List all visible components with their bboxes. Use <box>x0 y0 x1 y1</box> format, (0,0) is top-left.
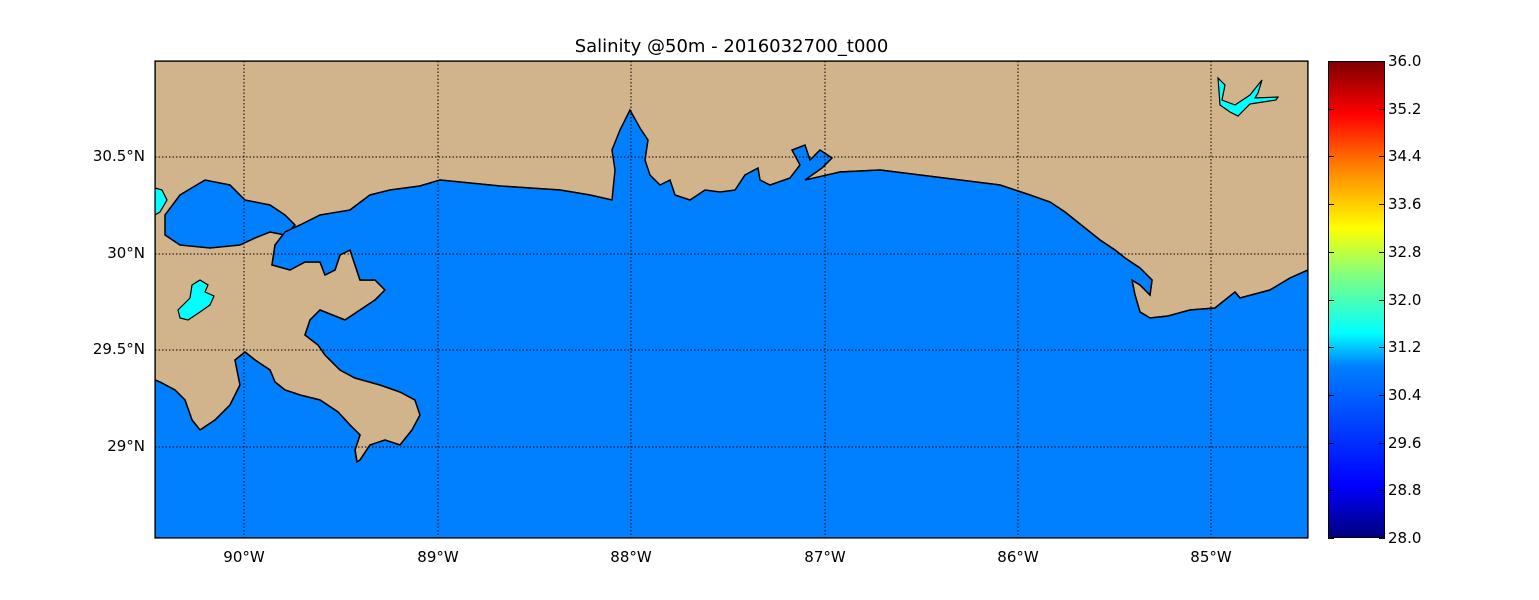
lake-cyan-west <box>155 187 168 216</box>
lon-label-90: 90°W <box>223 548 265 566</box>
colorbar-tick-mark <box>1379 442 1385 444</box>
lat-label-30.5: 30.5°N <box>92 147 145 165</box>
colorbar-tick-mark <box>1379 204 1385 206</box>
colorbar-tick-label: 30.4 <box>1388 385 1422 404</box>
colorbar-tick-label: 32.8 <box>1388 242 1422 261</box>
lat-label-29: 29°N <box>107 437 145 455</box>
colorbar-tick-mark <box>1379 490 1385 492</box>
lake-cyan-inland <box>177 279 215 321</box>
colorbar-tick-label: 29.6 <box>1388 433 1422 452</box>
colorbar-tick-mark <box>1328 108 1334 110</box>
lon-label-87: 87°W <box>804 548 846 566</box>
colorbar <box>1328 61 1385 538</box>
colorbar-tick-mark <box>1328 394 1334 396</box>
colorbar-tick-label: 28.8 <box>1388 481 1422 500</box>
colorbar-tick-mark <box>1379 156 1385 158</box>
colorbar-tick-mark <box>1328 490 1334 492</box>
lat-label-30: 30°N <box>107 244 145 262</box>
lon-label-88: 88°W <box>610 548 652 566</box>
lon-label-86: 86°W <box>997 548 1039 566</box>
colorbar-tick-mark <box>1328 61 1334 62</box>
lat-label-29.5: 29.5°N <box>92 340 145 358</box>
map-title: Salinity @50m - 2016032700_t000 <box>574 36 889 57</box>
lon-label-85: 85°W <box>1190 548 1232 566</box>
colorbar-tick-label: 36.0 <box>1388 52 1422 70</box>
colorbar-tick-mark <box>1379 61 1385 62</box>
gridlines <box>155 61 1308 538</box>
colorbar-tick-mark <box>1379 394 1385 396</box>
colorbar-tick-mark <box>1328 347 1334 349</box>
colorbar-tick-mark <box>1328 538 1334 539</box>
mississippi-sound <box>155 108 1308 538</box>
colorbar-tick-mark <box>1328 204 1334 206</box>
colorbar-tick-mark <box>1328 251 1334 253</box>
colorbar-tick-label: 35.2 <box>1388 99 1422 118</box>
colorbar-tick-mark <box>1328 299 1334 301</box>
map-frame <box>154 60 1309 539</box>
colorbar-tick-mark <box>1328 442 1334 444</box>
colorbar-tick-mark <box>1328 156 1334 158</box>
colorbar-tick-label: 28.0 <box>1388 529 1422 547</box>
colorbar-tick-mark <box>1379 251 1385 253</box>
colorbar-tick-label: 33.6 <box>1388 195 1422 214</box>
colorbar-tick-mark <box>1379 347 1385 349</box>
lake-cyan-east <box>1217 76 1280 117</box>
colorbar-tick-label: 31.2 <box>1388 338 1422 357</box>
colorbar-tick-label: 32.0 <box>1388 290 1422 309</box>
lon-label-89: 89°W <box>417 548 459 566</box>
colorbar-tick-mark <box>1379 108 1385 110</box>
colorbar-tick-mark <box>1379 538 1385 539</box>
colorbar-tick-label: 34.4 <box>1388 147 1422 166</box>
colorbar-tick-mark <box>1379 299 1385 301</box>
